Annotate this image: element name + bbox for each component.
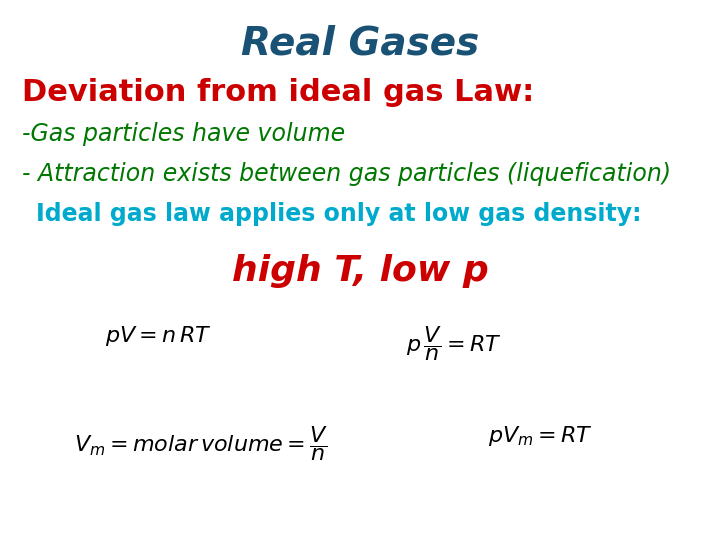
Text: Real Gases: Real Gases [241, 24, 479, 62]
Text: high T, low p: high T, low p [232, 254, 488, 288]
Text: $V_m = molar\,volume = \dfrac{V}{n}$: $V_m = molar\,volume = \dfrac{V}{n}$ [74, 424, 329, 463]
Text: $pV_m = RT$: $pV_m = RT$ [487, 424, 593, 448]
Text: $pV = n\,RT$: $pV = n\,RT$ [105, 324, 212, 348]
Text: $p\,\dfrac{V}{n} = RT$: $p\,\dfrac{V}{n} = RT$ [406, 324, 501, 363]
Text: - Attraction exists between gas particles (liquefication): - Attraction exists between gas particle… [22, 162, 671, 186]
Text: Deviation from ideal gas Law:: Deviation from ideal gas Law: [22, 78, 534, 107]
Text: -Gas particles have volume: -Gas particles have volume [22, 122, 345, 145]
Text: Ideal gas law applies only at low gas density:: Ideal gas law applies only at low gas de… [36, 202, 642, 226]
